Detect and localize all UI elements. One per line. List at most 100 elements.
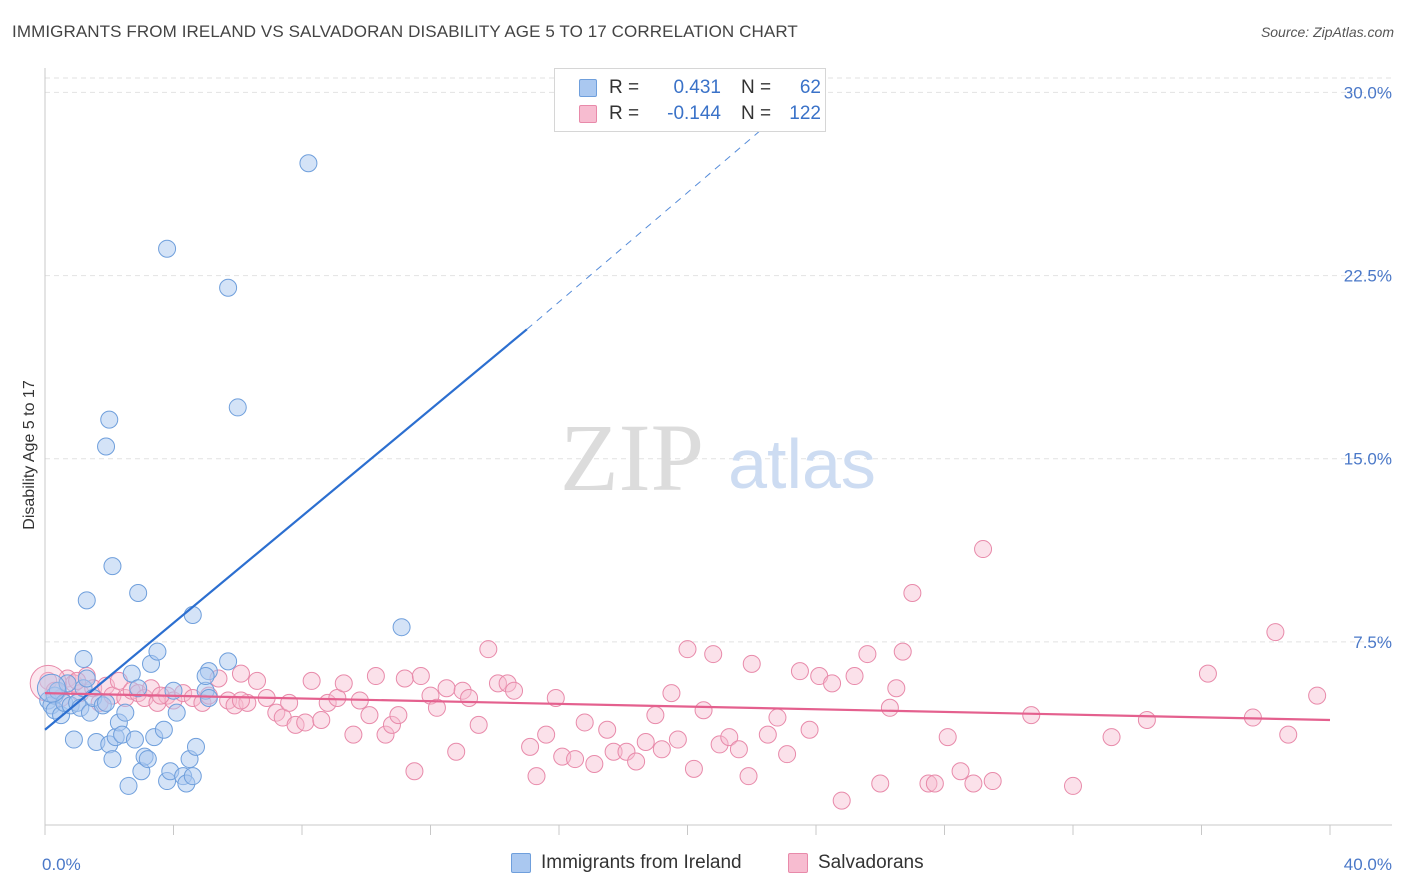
legend-row-ireland: R = 0.431 N = 62 — [579, 76, 821, 100]
salvadorans-point — [604, 742, 623, 761]
salvadorans-point — [790, 662, 809, 681]
legend-n-value: 122 — [789, 103, 821, 124]
salvadorans-point — [729, 740, 748, 759]
ireland-point — [167, 703, 186, 722]
watermark-atlas: atlas — [728, 425, 876, 503]
ireland-point — [97, 693, 116, 712]
salvadorans-point — [537, 725, 556, 744]
salvadorans-point — [983, 772, 1002, 791]
salvadorans-point — [678, 640, 697, 659]
bottom-legend-label-ireland: Immigrants from Ireland — [541, 852, 742, 873]
salvadorans-point — [739, 767, 758, 786]
ireland-point — [100, 410, 119, 429]
salvadorans-point — [460, 689, 479, 708]
salvadorans-point — [546, 689, 565, 708]
bottom-legend-swatch-pink — [788, 853, 808, 873]
salvadorans-point — [527, 767, 546, 786]
ireland-point — [58, 674, 77, 693]
salvadorans-point — [951, 762, 970, 781]
salvadorans-point — [566, 750, 585, 769]
y-tick-label: 15.0% — [1344, 450, 1392, 469]
ireland-point — [116, 703, 135, 722]
salvadorans-point — [893, 642, 912, 661]
salvadorans-point — [248, 671, 267, 690]
salvadorans-point — [919, 774, 938, 793]
ireland-point — [183, 605, 202, 624]
bottom-legend-label-salvadorans: Salvadorans — [818, 852, 924, 873]
legend-r-label: R = — [609, 77, 640, 98]
x-tick-label-max: 40.0% — [1344, 855, 1392, 874]
legend-r-value: 0.431 — [673, 77, 721, 98]
salvadorans-point — [694, 701, 713, 720]
salvadorans-point — [231, 664, 250, 683]
salvadorans-point — [389, 706, 408, 725]
ireland-point — [219, 652, 238, 671]
salvadorans-point — [575, 713, 594, 732]
salvadorans-trend-line — [44, 692, 1331, 722]
salvadorans-point — [768, 708, 787, 727]
salvadorans-point — [652, 740, 671, 759]
salvadorans-point — [505, 681, 524, 700]
salvadorans-point — [720, 728, 739, 747]
salvadorans-point — [366, 667, 385, 686]
salvadorans-point — [411, 667, 430, 686]
salvadorans-point — [453, 681, 472, 700]
salvadorans-point — [498, 674, 517, 693]
bottom-legend-ireland: Immigrants from Ireland — [511, 852, 742, 874]
legend-swatch-pink — [579, 105, 597, 123]
ireland-point — [119, 776, 138, 795]
ireland-point — [125, 730, 144, 749]
chart-source: Source: ZipAtlas.com — [1260, 24, 1394, 40]
trend-lines — [44, 123, 1331, 731]
legend-r-label: R = — [609, 103, 640, 124]
salvadorans-point — [662, 684, 681, 703]
salvadorans-point — [395, 669, 414, 688]
legend-swatch-blue — [579, 79, 597, 97]
ireland-point — [186, 737, 205, 756]
salvadorans-point — [1266, 623, 1285, 642]
salvadorans-point — [704, 645, 723, 664]
salvadorans-point — [1137, 710, 1156, 729]
salvadorans-point — [296, 713, 315, 732]
salvadorans-point — [646, 706, 665, 725]
ireland-point — [299, 154, 318, 173]
salvadorans-point — [1102, 728, 1121, 747]
ireland-point — [36, 673, 66, 703]
ireland-point — [74, 649, 93, 668]
salvadorans-point — [437, 679, 456, 698]
salvadorans-point — [636, 732, 655, 751]
salvadorans-point — [231, 691, 250, 710]
ireland-point — [103, 557, 122, 576]
salvadorans-point — [858, 645, 877, 664]
salvadorans-point — [488, 674, 507, 693]
ireland-point — [148, 642, 167, 661]
legend-r-value: -0.144 — [667, 103, 721, 124]
legend-n-label: N = — [741, 77, 772, 98]
y-tick-label: 22.5% — [1344, 267, 1392, 286]
salvadorans-point — [800, 720, 819, 739]
salvadorans-point — [344, 725, 363, 744]
salvadorans-point — [280, 693, 299, 712]
ireland-point — [219, 278, 238, 297]
salvadorans-point — [1308, 686, 1327, 705]
salvadorans-point — [880, 698, 899, 717]
salvadorans-point — [742, 654, 761, 673]
salvadorans-point — [376, 725, 395, 744]
salvadorans-point — [1064, 776, 1082, 795]
salvadorans-point — [469, 715, 488, 734]
gridlines — [45, 77, 1392, 643]
salvadorans-point — [823, 674, 842, 693]
tick-labels: 7.5% 15.0% 22.5% 30.0% 0.0% 40.0% — [42, 83, 1392, 874]
ireland-point — [97, 437, 116, 456]
correlation-legend: R = 0.431 N = 62 R = -0.144 N = 122 — [554, 68, 826, 132]
salvadorans-point — [302, 671, 321, 690]
legend-n-value: 62 — [799, 77, 821, 98]
watermark-zip: ZIP — [560, 404, 704, 511]
salvadorans-point — [758, 725, 777, 744]
salvadorans-point — [832, 791, 851, 810]
salvadorans-point — [871, 774, 890, 793]
salvadorans-point — [974, 540, 993, 559]
salvadorans-point — [627, 752, 646, 771]
salvadorans-point — [668, 730, 687, 749]
